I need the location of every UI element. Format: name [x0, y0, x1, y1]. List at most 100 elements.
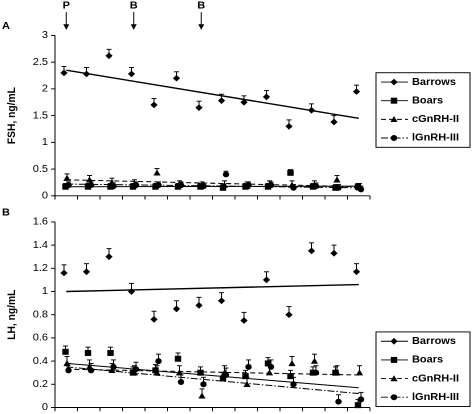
y-tick-label: 1	[42, 136, 48, 148]
marker-diamond	[82, 268, 91, 276]
y-tick-label: 0.8	[33, 309, 48, 321]
legend-label: Barrows	[412, 76, 456, 88]
annotation-arrowhead	[198, 24, 205, 30]
y-tick-label: 0	[42, 190, 48, 202]
marker-diamond	[127, 288, 136, 295]
y-tick-label: 1	[42, 286, 48, 298]
marker-circle	[177, 182, 185, 189]
marker-triangle	[310, 357, 319, 364]
marker-circle	[65, 182, 72, 189]
marker-square	[287, 373, 294, 380]
marker-square	[354, 402, 362, 409]
marker-circle	[200, 381, 207, 388]
marker-diamond	[195, 302, 203, 309]
y-tick-label: 2	[42, 83, 48, 95]
marker-square	[152, 367, 159, 374]
marker-diamond	[150, 101, 158, 109]
marker-triangle	[390, 375, 398, 382]
trend-line	[66, 183, 359, 189]
marker-square	[219, 375, 227, 382]
marker-circle	[155, 182, 162, 189]
y-tick-label: 0.6	[33, 332, 48, 344]
marker-circle	[267, 182, 275, 189]
marker-diamond	[307, 247, 316, 255]
marker-square	[390, 356, 398, 363]
marker-circle	[390, 135, 398, 141]
marker-circle	[200, 183, 207, 190]
marker-diamond	[240, 317, 248, 324]
marker-circle	[335, 184, 342, 191]
marker-circle	[290, 184, 297, 191]
y-tick-label: 2.5	[33, 56, 48, 68]
marker-circle	[267, 363, 275, 370]
marker-triangle	[153, 369, 161, 376]
marker-diamond	[105, 52, 113, 60]
marker-diamond	[172, 74, 181, 82]
marker-circle	[155, 358, 162, 365]
marker-diamond	[352, 88, 361, 95]
marker-diamond	[330, 118, 338, 126]
marker-square	[174, 355, 182, 362]
marker-circle	[177, 378, 185, 385]
marker-triangle	[390, 115, 398, 123]
marker-square	[152, 183, 159, 190]
marker-triangle	[85, 176, 94, 183]
marker-diamond	[217, 97, 226, 105]
annotation-arrowhead	[63, 24, 70, 30]
marker-triangle	[175, 369, 184, 376]
marker-square	[242, 373, 249, 380]
marker-diamond	[262, 276, 271, 284]
annotation-arrowhead	[130, 24, 137, 30]
y-tick-label: 3	[42, 29, 48, 41]
marker-diamond	[330, 249, 338, 257]
marker-square	[197, 369, 204, 376]
marker-triangle	[333, 369, 341, 376]
legend-label: Barrows	[412, 335, 456, 347]
marker-diamond	[195, 104, 203, 111]
marker-triangle	[153, 169, 161, 176]
legend-label: cGnRH-II	[412, 373, 459, 385]
y-axis-label: FSH, ng/mL	[6, 87, 18, 144]
marker-diamond	[127, 70, 136, 78]
marker-square	[287, 169, 294, 176]
marker-diamond	[82, 70, 91, 78]
y-axis-label: LH, ng/mL	[6, 289, 18, 340]
marker-circle	[87, 367, 95, 374]
marker-circle	[245, 182, 252, 189]
marker-circle	[390, 394, 398, 401]
annotation-label: B	[197, 0, 205, 11]
y-tick-label: 1.6	[33, 216, 48, 228]
marker-diamond	[240, 98, 248, 106]
trend-line	[66, 366, 359, 395]
panel-label: B	[2, 207, 10, 219]
trend-line	[66, 69, 359, 119]
marker-circle	[312, 183, 320, 190]
marker-circle	[87, 182, 95, 189]
marker-circle	[312, 369, 320, 376]
marker-circle	[222, 171, 230, 178]
marker-triangle	[333, 176, 341, 183]
y-tick-label: 1.5	[33, 110, 48, 122]
marker-circle	[110, 363, 117, 370]
marker-circle	[222, 372, 230, 378]
legend-box	[375, 331, 471, 408]
marker-square	[390, 97, 398, 104]
y-tick-label: 1.4	[33, 239, 48, 251]
marker-circle	[335, 398, 342, 405]
marker-diamond	[390, 337, 398, 345]
y-tick-label: 0.4	[33, 355, 48, 367]
marker-circle	[245, 363, 252, 370]
legend-box	[375, 72, 471, 148]
legend-label: Boars	[412, 354, 443, 366]
marker-circle	[65, 367, 72, 374]
annotation-label: P	[63, 0, 70, 11]
marker-diamond	[390, 78, 398, 86]
marker-diamond	[285, 311, 293, 319]
y-tick-label: 0.2	[33, 378, 48, 390]
marker-circle	[132, 366, 140, 373]
marker-diamond	[105, 253, 113, 261]
marker-diamond	[172, 305, 181, 313]
trend-line	[66, 283, 359, 293]
